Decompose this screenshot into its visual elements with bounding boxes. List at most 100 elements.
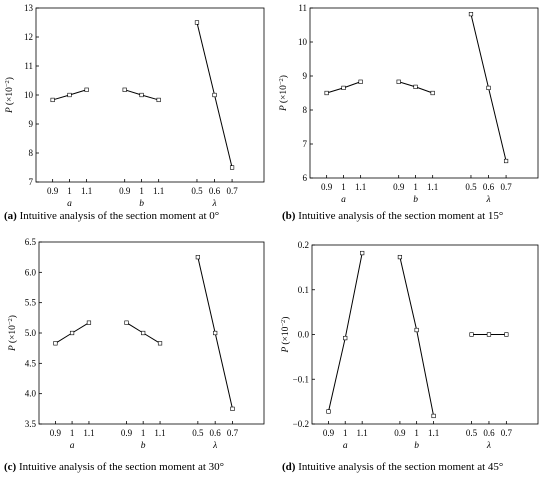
chart-panel: 7 8 9 10 11 12 13 P (×10−2) 0.9 1 1.1 a 0.9 1 1.1 b 0.5 0.… (4, 3, 265, 222)
x-tick-label: 0.5 (465, 182, 477, 192)
y-axis-unit: (×10 (280, 326, 291, 344)
x-tick-label: 0.6 (483, 428, 495, 438)
y-tick-label: 7 (29, 177, 34, 187)
data-point (157, 341, 163, 346)
x-group-label: λ (486, 441, 491, 451)
caption-text: Intuitive analysis of the section moment… (17, 210, 219, 222)
x-tick-label: 0.6 (209, 186, 221, 196)
x-tick-label: 1 (141, 428, 146, 438)
x-tick-label: 0.9 (50, 428, 62, 438)
y-tick-label: 6.0 (25, 267, 37, 277)
x-group-label: a (70, 441, 75, 451)
y-axis-exponent: −2 (280, 320, 287, 327)
series-line (399, 256, 435, 417)
data-point (195, 255, 200, 260)
data-point (326, 409, 331, 414)
x-tick-label: 0.7 (500, 182, 512, 192)
x-group-label: b (139, 199, 144, 209)
chart-panel: 3.5 4.0 4.5 5.0 5.5 6.0 6.5 P (×10−2) 0.9 1 1.1 a 0.9… (4, 237, 265, 473)
caption-prefix: (c) (4, 461, 17, 473)
y-tick-label: −0.1 (293, 374, 309, 384)
data-point (139, 92, 144, 98)
x-group-label: λ (212, 441, 217, 451)
x-tick-label: 1.1 (81, 186, 92, 196)
figure-caption: (d) Intuitive analysis of the section mo… (282, 461, 503, 473)
y-tick-label: 12 (24, 32, 33, 42)
x-tick-label: 1.1 (83, 428, 94, 438)
y-axis-label: P (×10−2) (4, 77, 15, 114)
x-tick-label: 0.6 (210, 428, 222, 438)
data-point (50, 97, 55, 103)
y-tick-label: 11 (298, 3, 307, 13)
x-tick-label: 1.1 (357, 428, 368, 438)
data-point (397, 254, 403, 260)
x-group-label: λ (211, 199, 216, 209)
y-axis-unit-close: ) (280, 317, 291, 320)
data-point (229, 165, 235, 170)
y-tick-label: 5.5 (25, 298, 37, 308)
y-tick-label: 11 (24, 61, 33, 71)
data-point (213, 330, 218, 336)
x-tick-label: 1 (67, 186, 72, 196)
y-axis-symbol: P (281, 346, 291, 353)
data-point (413, 84, 418, 89)
data-point (396, 79, 401, 84)
y-tick-label: 13 (24, 3, 34, 13)
data-point (486, 85, 491, 90)
x-tick-label: 0.9 (121, 428, 133, 438)
x-tick-label: 1 (341, 182, 346, 192)
data-point (84, 87, 89, 92)
y-axis-symbol: P (5, 107, 15, 114)
data-point (469, 332, 474, 337)
y-axis-exponent: −2 (7, 318, 14, 325)
x-group-label: b (141, 441, 146, 451)
plot-frame (309, 7, 539, 179)
y-axis-label: P (×10−2) (278, 75, 289, 112)
figure-caption: (a) Intuitive analysis of the section mo… (4, 210, 219, 222)
y-axis-symbol: P (279, 105, 289, 112)
y-tick-label: 7 (303, 139, 308, 149)
y-axis-unit-close: ) (7, 315, 18, 318)
y-tick-label: 9 (29, 119, 34, 129)
caption-text: Intuitive analysis of the section moment… (16, 461, 224, 473)
data-point (141, 330, 146, 336)
x-tick-label: 0.6 (483, 182, 495, 192)
x-group-label: λ (485, 195, 490, 205)
y-axis-unit: (×10 (278, 85, 289, 103)
data-point (86, 320, 92, 325)
x-group-label: a (343, 441, 348, 451)
data-point (69, 330, 75, 336)
caption-text: Intuitive analysis of the section moment… (295, 461, 503, 473)
data-point (486, 332, 492, 337)
y-axis-exponent: −2 (278, 78, 285, 85)
y-axis-unit-close: ) (4, 77, 15, 80)
x-tick-label: 1 (139, 186, 144, 196)
data-point (156, 97, 161, 103)
y-tick-label: 4.5 (25, 358, 37, 368)
x-group-label: a (341, 195, 346, 205)
x-tick-label: 1 (343, 428, 348, 438)
x-group-label: b (414, 441, 419, 451)
y-tick-label: 5.0 (25, 328, 37, 338)
x-tick-label: 0.7 (227, 428, 239, 438)
y-axis-symbol: P (8, 345, 18, 352)
y-tick-label: 6.5 (25, 237, 37, 247)
x-tick-label: 1.1 (153, 186, 164, 196)
x-tick-label: 1 (70, 428, 75, 438)
data-point (53, 341, 58, 346)
x-tick-label: 0.5 (466, 428, 478, 438)
data-point (468, 12, 474, 17)
data-point (67, 92, 72, 98)
y-tick-label: −0.2 (293, 419, 309, 429)
x-tick-label: 0.5 (192, 428, 204, 438)
x-tick-label: 0.9 (323, 428, 335, 438)
x-tick-label: 0.9 (394, 428, 406, 438)
y-tick-label: 8 (29, 148, 34, 158)
y-tick-label: 0.0 (298, 330, 310, 340)
y-tick-label: 10 (24, 90, 34, 100)
figure-caption: (c) Intuitive analysis of the section mo… (4, 461, 224, 473)
data-point (414, 327, 419, 333)
series-line (328, 252, 363, 412)
y-tick-label: 6 (303, 173, 308, 183)
